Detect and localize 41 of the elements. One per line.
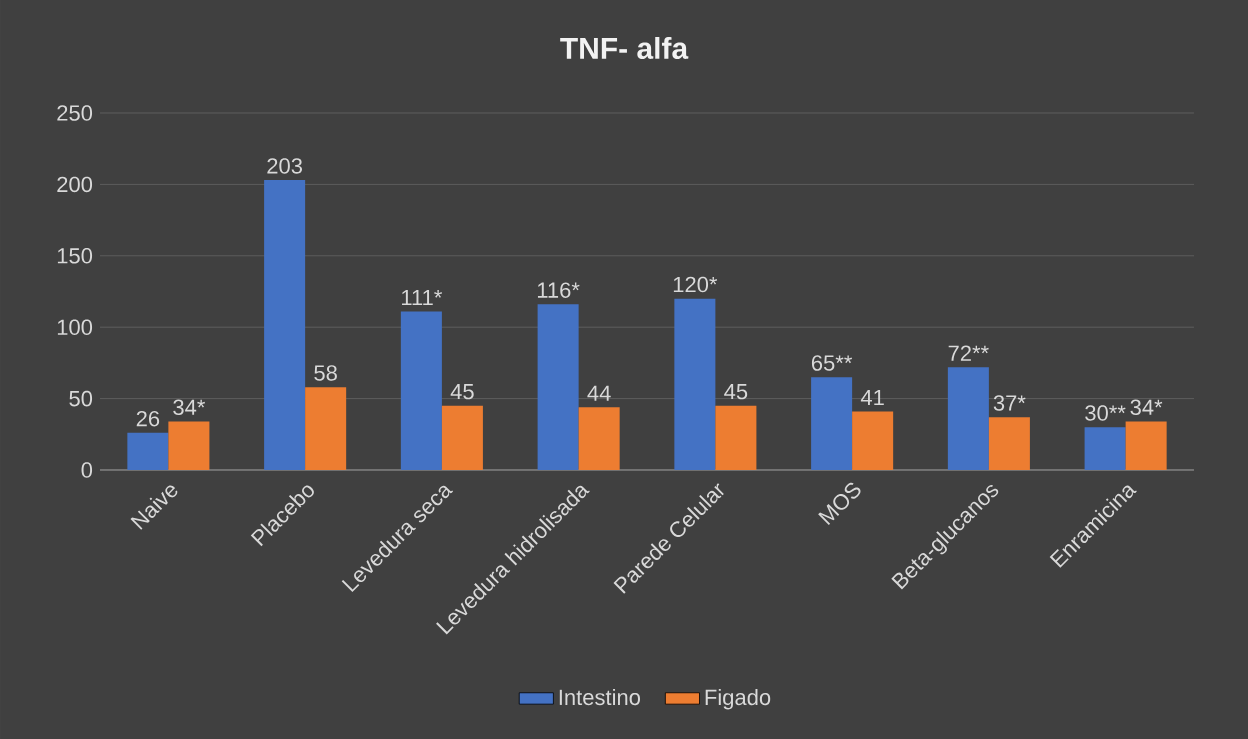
data-label: 34*: [1130, 399, 1163, 416]
data-label: 58: [314, 365, 337, 381]
bar: [674, 298, 716, 470]
data-label: 41: [860, 389, 884, 406]
data-label: 120*: [673, 276, 718, 293]
bar: [400, 311, 442, 470]
bar: [305, 387, 347, 470]
bar: [811, 377, 853, 470]
data-label: 203: [267, 158, 302, 174]
bar: [168, 421, 210, 470]
y-tick-label: 250: [57, 105, 93, 121]
data-label: 26: [136, 410, 160, 427]
bar: [988, 417, 1030, 470]
bar: [947, 367, 989, 470]
data-label: 45: [450, 384, 474, 400]
data-label: 34*: [173, 399, 206, 416]
data-label: 65**: [811, 355, 853, 371]
bar: [537, 304, 579, 470]
bar: [715, 405, 757, 470]
y-tick-label: 0: [81, 462, 93, 478]
y-tick-label: 50: [69, 390, 93, 407]
data-label: 116*: [537, 282, 580, 298]
bar: [1084, 427, 1126, 470]
y-tick-label: 150: [57, 248, 93, 264]
bar: [264, 180, 306, 470]
legend-label: Intestino: [559, 689, 641, 706]
bar: [1125, 421, 1167, 470]
y-tick-label: 100: [57, 319, 93, 335]
data-label: 111*: [402, 289, 443, 306]
bar: [578, 407, 620, 470]
legend-label: Figado: [705, 689, 771, 710]
data-label: 44: [587, 385, 611, 401]
data-label: 72**: [948, 345, 989, 361]
y-tick-label: 200: [57, 176, 93, 193]
bar: [852, 411, 894, 470]
bar: [127, 432, 169, 470]
bar: [441, 405, 483, 470]
data-label: 37*: [993, 395, 1026, 411]
data-label: 45: [724, 384, 748, 400]
data-label: 30**: [1085, 405, 1126, 421]
chart-title: TNF- alfa: [560, 36, 689, 59]
